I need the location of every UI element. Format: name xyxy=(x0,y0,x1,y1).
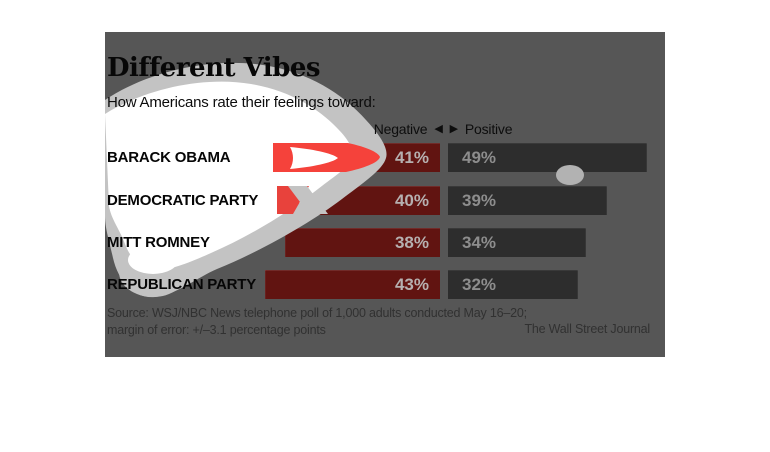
chart-title: Different Vibes xyxy=(107,53,321,83)
positive-value-label: 34% xyxy=(462,233,497,252)
row-label: REPUBLICAN PARTY xyxy=(107,276,257,293)
source-line-2: margin of error: +/–3.1 percentage point… xyxy=(107,323,326,337)
chart-subtitle: How Americans rate their feelings toward… xyxy=(107,94,376,111)
positive-bar xyxy=(448,270,578,299)
negative-value-label: 40% xyxy=(394,191,429,210)
row-label: DEMOCRATIC PARTY xyxy=(107,192,259,209)
positive-bar xyxy=(448,143,647,172)
positive-value-label: 49% xyxy=(462,148,497,167)
negative-axis-label: Negative xyxy=(373,121,428,137)
source-note: Source: WSJ/NBC News telephone poll of 1… xyxy=(107,305,527,339)
credit: The Wall Street Journal xyxy=(524,322,650,336)
negative-value-label: 41% xyxy=(394,148,429,167)
right-arrow-icon: ▶ xyxy=(449,123,458,135)
positive-value-label: 32% xyxy=(462,275,497,294)
row-label: BARACK OBAMA xyxy=(107,149,231,166)
positive-value-label: 39% xyxy=(462,191,497,210)
row-label: MITT ROMNEY xyxy=(107,234,210,251)
text-layer: Different Vibes How Americans rate their… xyxy=(105,32,665,357)
chart-panel: Different Vibes How Americans rate their… xyxy=(105,32,665,357)
negative-value-label: 38% xyxy=(394,233,429,252)
negative-value-label: 43% xyxy=(394,275,429,294)
positive-axis-label: Positive xyxy=(464,121,513,137)
source-line-1: Source: WSJ/NBC News telephone poll of 1… xyxy=(107,306,527,320)
positive-bar xyxy=(448,186,607,215)
axis-direction-legend: Negative ◀ ▶ Positive xyxy=(374,121,513,137)
positive-bar xyxy=(448,228,586,257)
left-arrow-icon: ◀ xyxy=(434,123,443,135)
